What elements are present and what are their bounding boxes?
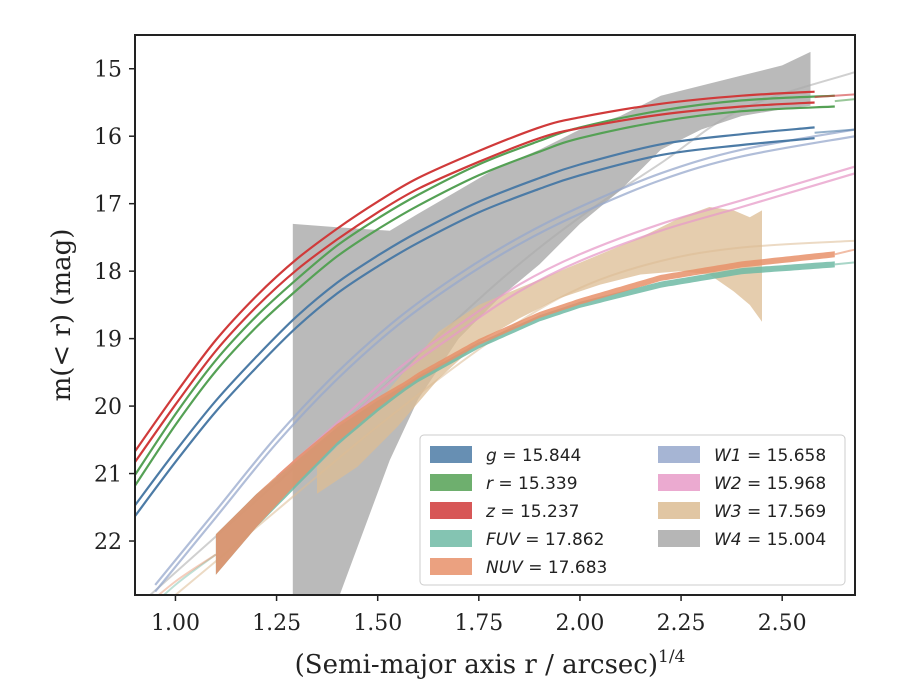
plot-area <box>135 51 855 595</box>
legend-swatch <box>658 474 700 491</box>
x-tick-label: 1.25 <box>252 611 301 636</box>
legend-item-w2: W2 = 15.968 <box>658 474 826 494</box>
series-z <box>135 90 855 463</box>
series-r <box>135 94 855 487</box>
series-fuv-fit-left <box>162 553 217 595</box>
series-fuv-fit-right <box>834 261 855 266</box>
legend-item-w1: W1 = 15.658 <box>658 446 826 466</box>
series-z-upper <box>135 90 815 452</box>
legend-item-r: r = 15.339 <box>430 474 578 494</box>
y-tick-label: 15 <box>94 58 122 83</box>
x-tick-label: 2.00 <box>555 611 604 636</box>
legend-label: FUV = 17.862 <box>486 530 604 550</box>
legend-item-z: z = 15.237 <box>430 502 579 522</box>
series-nuv <box>157 248 855 595</box>
legend-swatch <box>658 446 700 463</box>
series-g-lower <box>135 137 815 517</box>
x-axis-label-main: (Semi-major axis r / arcsec) <box>295 650 658 680</box>
y-tick-label: 18 <box>94 260 122 285</box>
legend-label: W1 = 15.658 <box>714 446 826 466</box>
y-tick-label: 17 <box>94 193 122 218</box>
series-r-lower <box>135 105 835 487</box>
series-w1-lower <box>154 135 855 593</box>
legend-swatch <box>430 530 472 547</box>
series-w1 <box>154 128 855 593</box>
y-tick-label: 21 <box>94 463 122 488</box>
legend-label: W2 = 15.968 <box>714 474 826 494</box>
y-tick-label: 19 <box>94 328 122 353</box>
legend-swatch <box>658 530 700 547</box>
legend-item-fuv: FUV = 17.862 <box>430 530 604 550</box>
legend-label: W4 = 15.004 <box>714 530 826 550</box>
x-tick-label: 1.00 <box>151 611 200 636</box>
legend-label: NUV = 17.683 <box>486 558 607 578</box>
legend-label: z = 15.237 <box>485 502 579 522</box>
series-g <box>135 126 855 517</box>
legend-item-w4: W4 = 15.004 <box>658 530 826 550</box>
axes-frame <box>134 34 856 596</box>
y-tick-label: 20 <box>94 395 122 420</box>
legend-swatch <box>430 474 472 491</box>
legend-item-w3: W3 = 17.569 <box>658 502 826 522</box>
series-g-fit-right <box>814 128 855 134</box>
series-w2-upper <box>275 165 855 478</box>
series-r-upper <box>135 94 835 476</box>
x-axis-label-exponent: 1/4 <box>658 647 685 667</box>
x-tick-label: 1.50 <box>353 611 402 636</box>
legend-frame <box>419 434 846 586</box>
legend-swatch <box>430 446 472 463</box>
y-tick-label: 22 <box>94 530 122 555</box>
series-nuv-fit-left <box>157 553 217 595</box>
axis-ticks: 1.00 1.25 1.50 1.75 2.00 2.25 2.50 15 16 17 18 19 20… <box>94 58 807 636</box>
legend-label: g = 15.844 <box>486 446 581 466</box>
y-axis-label: m(< r) (mag) <box>47 229 77 402</box>
legend-swatch <box>430 558 472 575</box>
series-g-upper <box>135 126 815 506</box>
series-nuv-fit-right <box>834 248 855 256</box>
series-w1-upper <box>154 128 855 586</box>
series-r-fit-right <box>834 98 855 103</box>
legend-item-g: g = 15.844 <box>430 446 581 466</box>
x-axis-label: (Semi-major axis r / arcsec)1/4 <box>295 647 686 680</box>
x-tick-label: 2.50 <box>758 611 807 636</box>
x-tick-label: 2.25 <box>657 611 706 636</box>
legend: g = 15.844 r = 15.339 z = 15.237 FUV = 17.8… <box>419 434 846 586</box>
y-tick-label: 16 <box>94 125 122 150</box>
legend-swatch <box>430 502 472 519</box>
legend-label: W3 = 17.569 <box>714 502 826 522</box>
series-z-fit-right <box>814 93 855 99</box>
legend-label: r = 15.339 <box>486 474 578 494</box>
series-w3-band <box>317 207 762 494</box>
legend-swatch <box>658 502 700 519</box>
legend-item-nuv: NUV = 17.683 <box>430 558 607 578</box>
x-tick-label: 1.75 <box>454 611 503 636</box>
series-z-lower <box>135 101 815 463</box>
